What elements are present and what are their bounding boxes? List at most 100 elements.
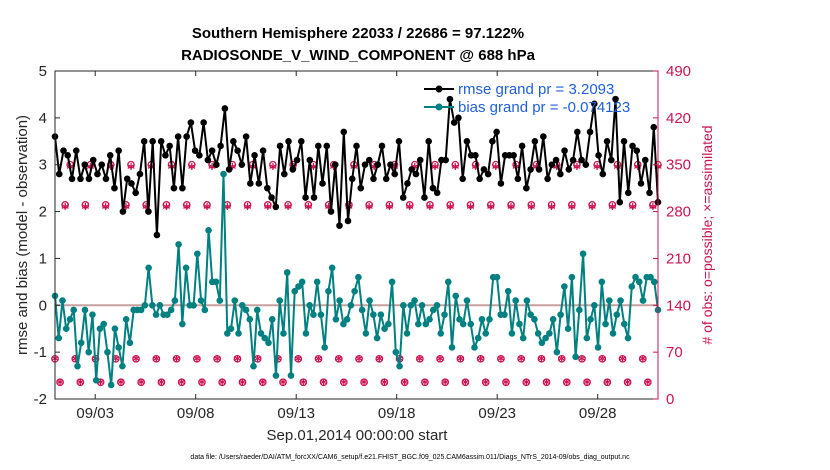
obs-assimilated-point: * bbox=[81, 200, 89, 218]
rmse-point bbox=[293, 156, 301, 164]
obs-possible-point bbox=[517, 354, 526, 363]
bias-point bbox=[167, 306, 175, 314]
rmse-point bbox=[374, 161, 382, 169]
bias-point bbox=[205, 227, 212, 234]
rmse-point bbox=[421, 194, 428, 201]
y-tick-label: 3 bbox=[39, 157, 47, 174]
bias-point bbox=[381, 325, 388, 333]
obs-assimilated-point: * bbox=[502, 376, 510, 394]
rmse-point bbox=[484, 170, 492, 178]
bias-point bbox=[486, 316, 493, 323]
bias-point bbox=[126, 339, 134, 347]
obs-possible-point bbox=[243, 201, 252, 209]
bias-point bbox=[426, 316, 433, 323]
bias-point bbox=[347, 301, 355, 309]
bias-point bbox=[152, 311, 160, 318]
bias-point bbox=[358, 306, 366, 314]
obs-assimilated-point: * bbox=[472, 160, 480, 178]
y-right-tick-label: 280 bbox=[666, 204, 691, 221]
obs-possible-point bbox=[127, 160, 135, 169]
y-right-tick-label: 490 bbox=[666, 63, 691, 80]
bias-point bbox=[100, 320, 107, 328]
rmse-point bbox=[162, 152, 169, 159]
obs-assimilated-point: * bbox=[325, 200, 333, 218]
obs-assimilated-point: * bbox=[213, 352, 221, 370]
rmse-point bbox=[98, 161, 106, 169]
rmse-point bbox=[650, 123, 658, 131]
obs-possible-point bbox=[319, 378, 328, 387]
obs-assimilated-point: * bbox=[482, 376, 490, 394]
obs-assimilated-point: * bbox=[451, 160, 459, 178]
rmse-point bbox=[327, 208, 335, 215]
rmse-point bbox=[272, 203, 280, 211]
bias-point bbox=[448, 344, 456, 351]
obs-possible-point bbox=[380, 378, 389, 387]
rmse-point bbox=[489, 137, 496, 145]
obs-possible-point bbox=[451, 160, 460, 169]
bias-point bbox=[313, 278, 321, 286]
rmse-point bbox=[111, 184, 118, 192]
data-file-footer: data file: /Users/raeder/DAI/ATM_forcXX/… bbox=[190, 454, 630, 461]
obs-assimilated-point: * bbox=[629, 200, 637, 218]
bias-point bbox=[149, 301, 156, 309]
obs-possible-point bbox=[279, 378, 287, 387]
bias-point bbox=[212, 278, 220, 286]
rmse-point bbox=[353, 142, 360, 150]
obs-assimilated-point: * bbox=[386, 200, 394, 218]
rmse-point bbox=[544, 175, 551, 183]
rmse-point bbox=[641, 156, 649, 164]
y-tick-label: -2 bbox=[34, 391, 47, 408]
bias-point bbox=[414, 320, 422, 328]
rmse-point bbox=[208, 147, 216, 154]
obs-assimilated-point: * bbox=[492, 160, 500, 178]
obs-assimilated-point: * bbox=[583, 376, 591, 394]
obs-possible-point bbox=[598, 354, 607, 363]
bias-point bbox=[519, 334, 527, 342]
bias-point bbox=[96, 325, 104, 333]
obs-assimilated-point: * bbox=[320, 376, 328, 394]
bias-point bbox=[261, 334, 269, 342]
obs-possible-point bbox=[441, 378, 450, 387]
bias-point bbox=[632, 273, 639, 281]
bias-point bbox=[119, 362, 126, 370]
bias-point bbox=[542, 334, 549, 342]
obs-possible-point bbox=[542, 378, 551, 387]
obs-possible-point bbox=[522, 378, 531, 387]
obs-assimilated-point: * bbox=[294, 352, 302, 370]
obs-assimilated-point: * bbox=[284, 200, 292, 218]
bias-point bbox=[306, 301, 313, 309]
obs-possible-point bbox=[269, 160, 277, 169]
y-tick-label: 2 bbox=[39, 204, 47, 221]
rmse-point bbox=[527, 166, 534, 173]
obs-assimilated-point: * bbox=[97, 376, 105, 394]
obs-assimilated-point: * bbox=[644, 376, 652, 394]
obs-possible-point bbox=[238, 378, 247, 387]
rmse-point bbox=[331, 161, 339, 169]
obs-assimilated-point: * bbox=[152, 352, 160, 370]
obs-assimilated-point: * bbox=[477, 352, 485, 370]
x-tick-label: 09/23 bbox=[478, 405, 516, 422]
bias-point bbox=[246, 316, 254, 323]
bias-point bbox=[474, 334, 482, 342]
rmse-point bbox=[89, 156, 97, 164]
bias-point bbox=[283, 269, 291, 276]
obs-assimilated-point: * bbox=[436, 352, 444, 370]
bias-point bbox=[377, 311, 385, 318]
rmse-point bbox=[433, 189, 441, 197]
rmse-point bbox=[255, 180, 263, 187]
obs-possible-point bbox=[400, 378, 409, 387]
bias-point bbox=[493, 273, 501, 281]
bias-point bbox=[587, 316, 594, 323]
obs-possible-point bbox=[258, 378, 267, 387]
rmse-point bbox=[230, 137, 237, 145]
obs-assimilated-point: * bbox=[254, 352, 262, 370]
obs-possible-point bbox=[233, 354, 242, 363]
bias-point bbox=[355, 273, 362, 281]
obs-possible-point bbox=[476, 354, 485, 363]
obs-assimilated-point: * bbox=[558, 352, 566, 370]
obs-possible-point bbox=[562, 378, 571, 387]
y-tick-label: 4 bbox=[39, 110, 47, 127]
obs-assimilated-point: * bbox=[137, 376, 145, 394]
bias-point bbox=[317, 311, 325, 318]
